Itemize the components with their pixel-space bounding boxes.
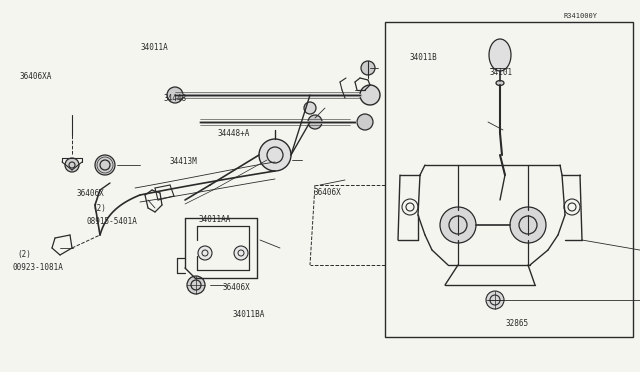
Text: 34413M: 34413M [170, 157, 197, 166]
Text: 32865: 32865 [506, 319, 529, 328]
Text: 08915-5401A: 08915-5401A [86, 217, 137, 226]
Circle shape [308, 115, 322, 129]
Text: R341000Y: R341000Y [563, 13, 597, 19]
Circle shape [187, 276, 205, 294]
Text: (2): (2) [17, 250, 31, 259]
Text: 36406X: 36406X [77, 189, 104, 198]
Bar [385, 22, 633, 337]
Circle shape [95, 155, 115, 175]
Text: 36406XA: 36406XA [19, 72, 52, 81]
Text: 34448: 34448 [163, 94, 186, 103]
Text: 34448+A: 34448+A [218, 129, 250, 138]
Ellipse shape [496, 80, 504, 86]
Circle shape [234, 246, 248, 260]
Text: 34011AA: 34011AA [198, 215, 231, 224]
Ellipse shape [489, 39, 511, 71]
Text: (2): (2) [93, 204, 107, 213]
Text: 36406X: 36406X [223, 283, 250, 292]
Circle shape [259, 139, 291, 171]
Circle shape [304, 102, 316, 114]
Circle shape [198, 246, 212, 260]
Text: 34011A: 34011A [141, 43, 168, 52]
Text: 00923-1081A: 00923-1081A [13, 263, 63, 272]
Text: 34101: 34101 [490, 68, 513, 77]
Circle shape [440, 207, 476, 243]
Circle shape [65, 158, 79, 172]
Text: 34011BA: 34011BA [232, 310, 265, 319]
Circle shape [357, 114, 373, 130]
Circle shape [360, 85, 380, 105]
Circle shape [510, 207, 546, 243]
Text: 34011B: 34011B [410, 53, 437, 62]
Circle shape [167, 87, 183, 103]
Circle shape [361, 61, 375, 75]
Text: 36406X: 36406X [314, 188, 341, 197]
Circle shape [486, 291, 504, 309]
